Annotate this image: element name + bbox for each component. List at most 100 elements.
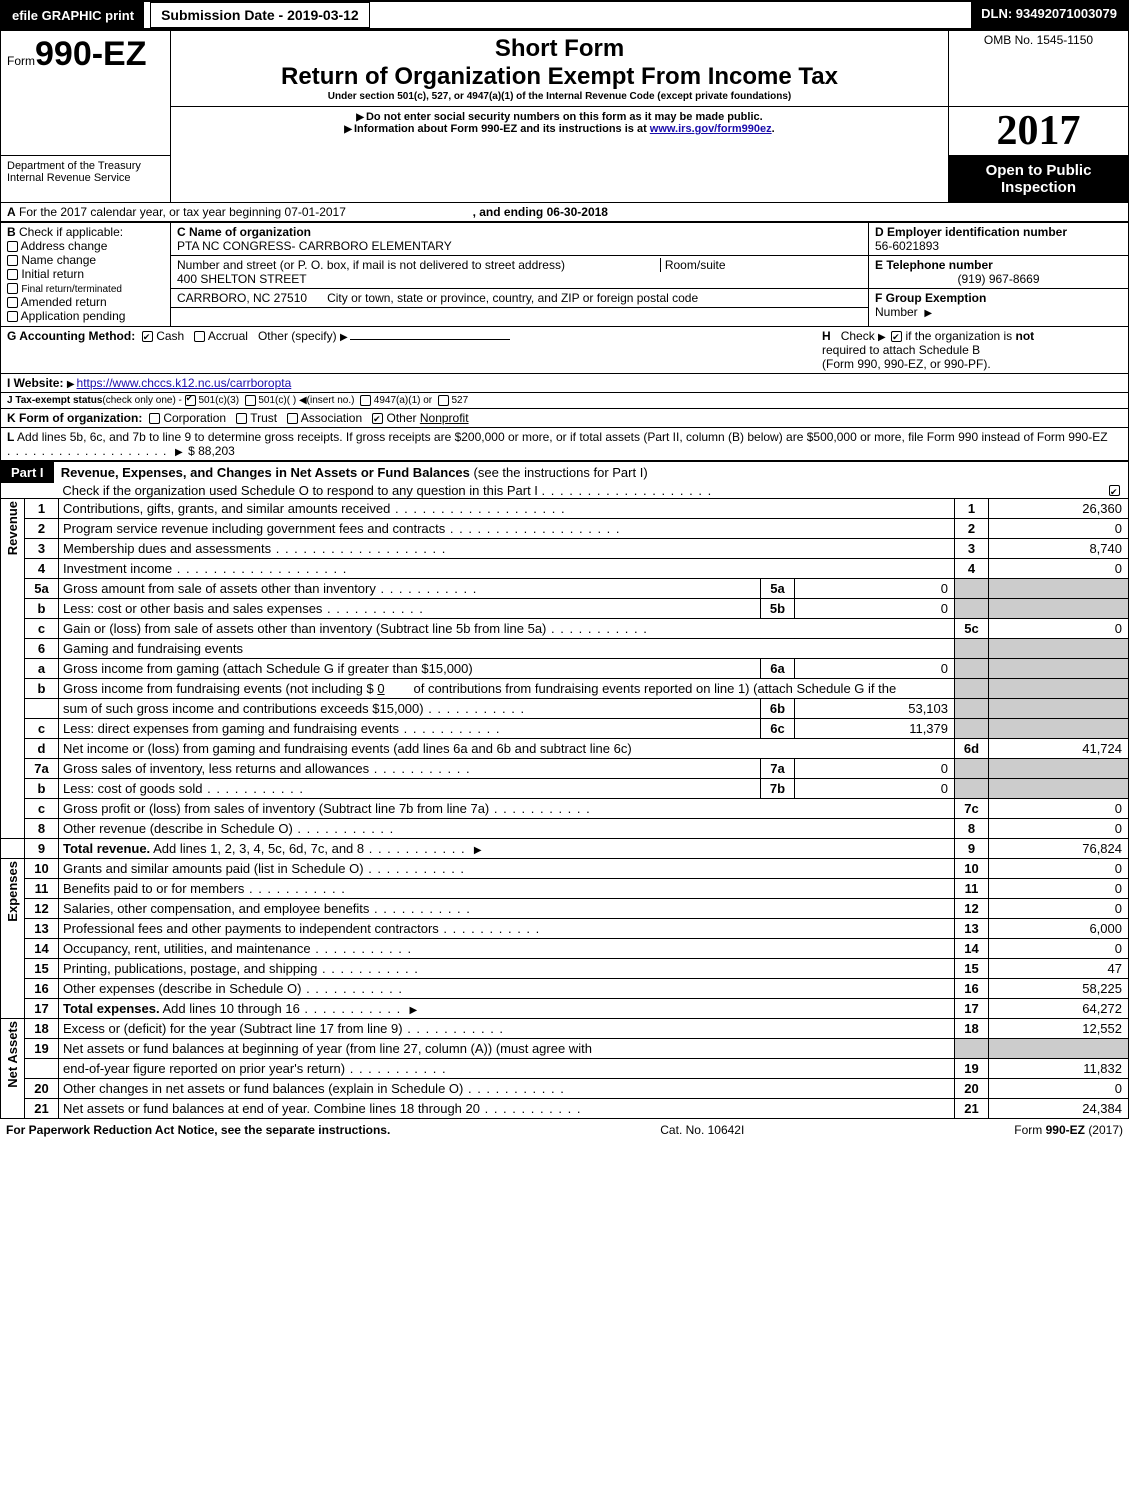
line14-desc: Occupancy, rent, utilities, and maintena… [63,941,311,956]
line6a-in: 6a [761,659,795,679]
inspection: Inspection [955,179,1122,196]
line5c-val: 0 [989,619,1129,639]
line5a-in: 5a [761,579,795,599]
line18-desc: Excess or (deficit) for the year (Subtra… [63,1021,403,1036]
check-4947[interactable] [360,395,371,406]
l-val: $ 88,203 [188,444,235,458]
side-expenses: Expenses [1,859,25,1019]
check-pending[interactable] [7,311,18,322]
h-check: Check [841,329,875,343]
line6a-desc: Gross income from gaming (attach Schedul… [59,659,761,679]
line17-desc: Total expenses. [63,1001,160,1016]
check-name-change[interactable] [7,255,18,266]
line9-desc2: Add lines 1, 2, 3, 4, 5c, 6d, 7c, and 8 [153,841,364,856]
part1-check: Check if the organization used Schedule … [62,483,538,498]
line2-val: 0 [989,519,1129,539]
return-title: Return of Organization Exempt From Incom… [175,63,944,91]
line7c-num: 7c [955,799,989,819]
form-number: 990-EZ [35,35,147,73]
line15-val: 47 [989,959,1129,979]
part1-title2: (see the instructions for Part I) [474,465,648,480]
check-initial[interactable] [7,269,18,280]
check-assoc[interactable] [287,413,298,424]
dept-treasury: Department of the Treasury [7,160,164,172]
line5c-num: 5c [955,619,989,639]
form-footer-b: 990-EZ [1046,1123,1085,1137]
line6d-num: 6d [955,739,989,759]
info-text: Information about Form 990-EZ and its in… [354,123,650,135]
arrow-icon [344,123,354,135]
line7a-in: 7a [761,759,795,779]
line8-val: 0 [989,819,1129,839]
line11-num: 11 [955,879,989,899]
check-address-change[interactable] [7,241,18,252]
line21-val: 24,384 [989,1099,1129,1119]
line15-num: 15 [955,959,989,979]
k-b: Trust [250,411,277,425]
line1-val: 26,360 [989,499,1129,519]
line1-num: 1 [955,499,989,519]
line5b-desc: Less: cost or other basis and sales expe… [59,599,761,619]
org-name: PTA NC CONGRESS- CARRBORO ELEMENTARY [177,239,452,253]
check-501c3[interactable] [185,395,196,406]
efile-print-button[interactable]: efile GRAPHIC print [2,2,144,28]
line7b-desc: Less: cost of goods sold [59,779,761,799]
b-label: Check if applicable: [19,225,123,239]
opt-name: Name change [21,253,96,267]
line9-val: 76,824 [989,839,1129,859]
j-a: 501(c)(3) [198,395,239,406]
check-final[interactable] [7,283,18,294]
check-amended[interactable] [7,297,18,308]
arrow-icon [175,444,185,458]
k-a: Corporation [163,411,226,425]
line10-desc: Grants and similar amounts paid (list in… [63,861,364,876]
g-other: Other (specify) [258,329,337,343]
k-label: K Form of organization: [7,411,142,425]
line13-val: 6,000 [989,919,1129,939]
line6d-desc: Net income or (loss) from gaming and fun… [59,739,955,759]
line13-desc: Professional fees and other payments to … [63,921,439,936]
line2-desc: Program service revenue including govern… [63,521,625,536]
check-accrual[interactable] [194,331,205,342]
check-corp[interactable] [149,413,160,424]
part1-label: Part I [1,462,54,483]
check-trust[interactable] [236,413,247,424]
telephone: (919) 967-8669 [875,272,1122,286]
line15-desc: Printing, publications, postage, and shi… [63,961,317,976]
line4-desc: Investment income [63,561,352,576]
line20-val: 0 [989,1079,1129,1099]
k-c: Association [301,411,362,425]
irs-link[interactable]: www.irs.gov/form990ez [650,123,772,135]
city: CARRBORO, NC 27510 [177,291,307,305]
check-other[interactable] [372,413,383,424]
line14-val: 0 [989,939,1129,959]
line21-num: 21 [955,1099,989,1119]
pra-notice: For Paperwork Reduction Act Notice, see … [6,1123,390,1137]
website-link[interactable]: https://www.chccs.k12.nc.us/carrboropta [77,376,292,390]
j-sub: (check only one) - [102,395,181,406]
line8-desc: Other revenue (describe in Schedule O) [63,821,293,836]
check-schedule-o[interactable] [1109,485,1120,496]
d-label: D Employer identification number [875,225,1067,239]
line5c-desc: Gain or (loss) from sale of assets other… [63,621,546,636]
line17-val: 64,272 [989,999,1129,1019]
cat-no: Cat. No. 10642I [660,1123,744,1137]
line3-num: 3 [955,539,989,559]
under-section: Under section 501(c), 527, or 4947(a)(1)… [175,91,944,102]
line7a-desc: Gross sales of inventory, less returns a… [59,759,761,779]
line4-val: 0 [989,559,1129,579]
k-d: Other [387,411,417,425]
line2-num: 2 [955,519,989,539]
form-footer-y: (2017) [1088,1123,1123,1137]
opt-amended: Amended return [21,295,107,309]
check-h[interactable] [891,331,902,342]
check-501c[interactable] [245,395,256,406]
line1-desc: Contributions, gifts, grants, and simila… [63,501,570,516]
line6b-in: 6b [761,699,795,719]
check-527[interactable] [438,395,449,406]
check-cash[interactable] [142,331,153,342]
line18-val: 12,552 [989,1019,1129,1039]
line6b-d2: of contributions from fundraising events… [413,681,896,696]
part1-title: Revenue, Expenses, and Changes in Net As… [61,465,470,480]
f-label2: Number [875,305,918,319]
